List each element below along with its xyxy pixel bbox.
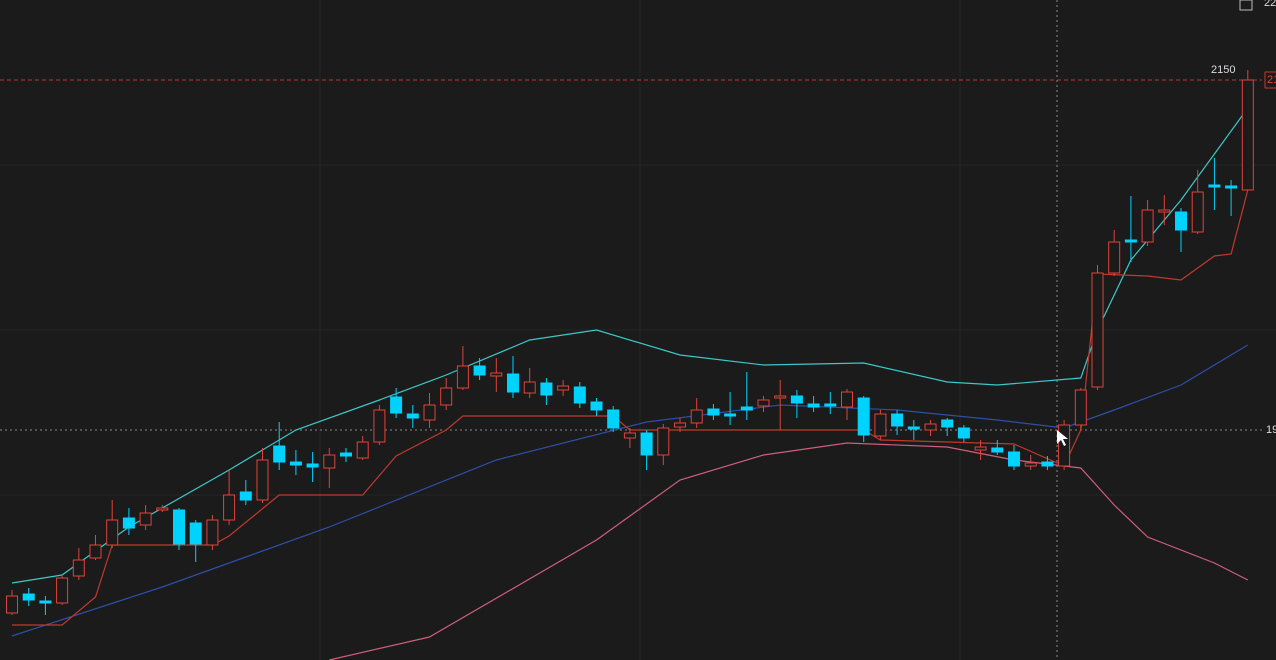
- candle-body: [273, 445, 286, 463]
- indicator-line: [11, 344, 1249, 637]
- candle-body: [1091, 272, 1104, 388]
- candle-body: [891, 413, 904, 427]
- candle-body: [406, 413, 419, 419]
- candle-body: [373, 409, 386, 443]
- candle-body: [223, 494, 236, 521]
- indicator-line: [12, 189, 1249, 626]
- candle-body: [106, 519, 119, 546]
- candle-body: [1008, 451, 1020, 467]
- candle-body: [1074, 389, 1087, 426]
- candle-body: [924, 423, 937, 431]
- candle-body: [991, 447, 1004, 453]
- candle-body: [490, 372, 503, 377]
- candle-body: [256, 459, 269, 501]
- candle-body: [774, 395, 787, 399]
- candle-body: [473, 365, 486, 376]
- candle-body: [707, 408, 720, 416]
- candle-body: [89, 544, 102, 559]
- candle-body: [790, 395, 803, 404]
- candle-body: [1208, 184, 1221, 188]
- last-price-label: 2150: [1211, 64, 1235, 76]
- candle-body: [874, 413, 887, 437]
- candle-body: [189, 522, 202, 545]
- candle-body: [807, 403, 820, 408]
- candle-body: [423, 404, 436, 421]
- candle-body: [139, 512, 152, 526]
- indicator-line: [11, 107, 1249, 584]
- price-tag-box: [1264, 71, 1276, 89]
- candle-body: [1124, 239, 1137, 243]
- candle-body: [1141, 209, 1154, 243]
- candle-body: [1158, 209, 1171, 213]
- candle-body: [1225, 185, 1238, 189]
- candle-body: [957, 427, 970, 439]
- cursor: [1057, 430, 1068, 446]
- candle-body: [56, 577, 69, 604]
- candle-body: [156, 507, 169, 511]
- candle-body: [557, 385, 570, 391]
- marks: [6, 70, 1254, 660]
- candle-body: [907, 426, 920, 430]
- candle-body: [857, 397, 870, 436]
- candle-body: [1241, 79, 1254, 191]
- candle-body: [623, 432, 636, 439]
- candle-body: [456, 365, 469, 389]
- candle-body: [724, 413, 737, 417]
- candle-body: [22, 593, 35, 601]
- candle-body: [1191, 191, 1204, 233]
- icon[interactable]: [1239, 0, 1253, 11]
- candle-body: [640, 432, 653, 456]
- candle-body: [841, 391, 853, 408]
- candle-body: [6, 595, 18, 614]
- candle-body: [974, 446, 987, 451]
- candle-body: [941, 419, 954, 428]
- candle-body: [657, 427, 670, 456]
- candle-body: [1024, 462, 1037, 467]
- candle-body: [690, 409, 703, 424]
- candle-body: [340, 452, 352, 457]
- candle-body: [824, 403, 837, 407]
- candle-body: [323, 454, 336, 469]
- candle-body: [573, 386, 586, 404]
- price-tag: 21: [1267, 74, 1276, 86]
- candle-body: [390, 396, 403, 414]
- candle-body: [1175, 211, 1187, 231]
- candle-body: [306, 463, 319, 468]
- candle-body: [1108, 241, 1121, 274]
- candle-body: [122, 517, 135, 529]
- candle-body: [239, 491, 252, 501]
- candle-body: [590, 401, 603, 411]
- candle-body: [607, 409, 620, 429]
- cursor-tag: 19: [1266, 424, 1276, 436]
- candle-body: [72, 559, 85, 577]
- candle-body: [440, 387, 453, 406]
- candle-body: [1041, 461, 1054, 467]
- candle-body: [540, 382, 553, 396]
- candle-body: [507, 373, 519, 393]
- candle-body: [523, 381, 536, 394]
- candle-body: [39, 600, 52, 604]
- indicator-line: [329, 442, 1249, 660]
- candle-body: [740, 406, 753, 411]
- candle-body: [757, 399, 770, 407]
- candle-body: [674, 422, 686, 428]
- candle-body: [206, 519, 219, 546]
- top-tag: 22: [1264, 0, 1276, 9]
- candle-body: [356, 441, 369, 459]
- candle-body: [289, 461, 302, 466]
- candle-body: [173, 509, 185, 545]
